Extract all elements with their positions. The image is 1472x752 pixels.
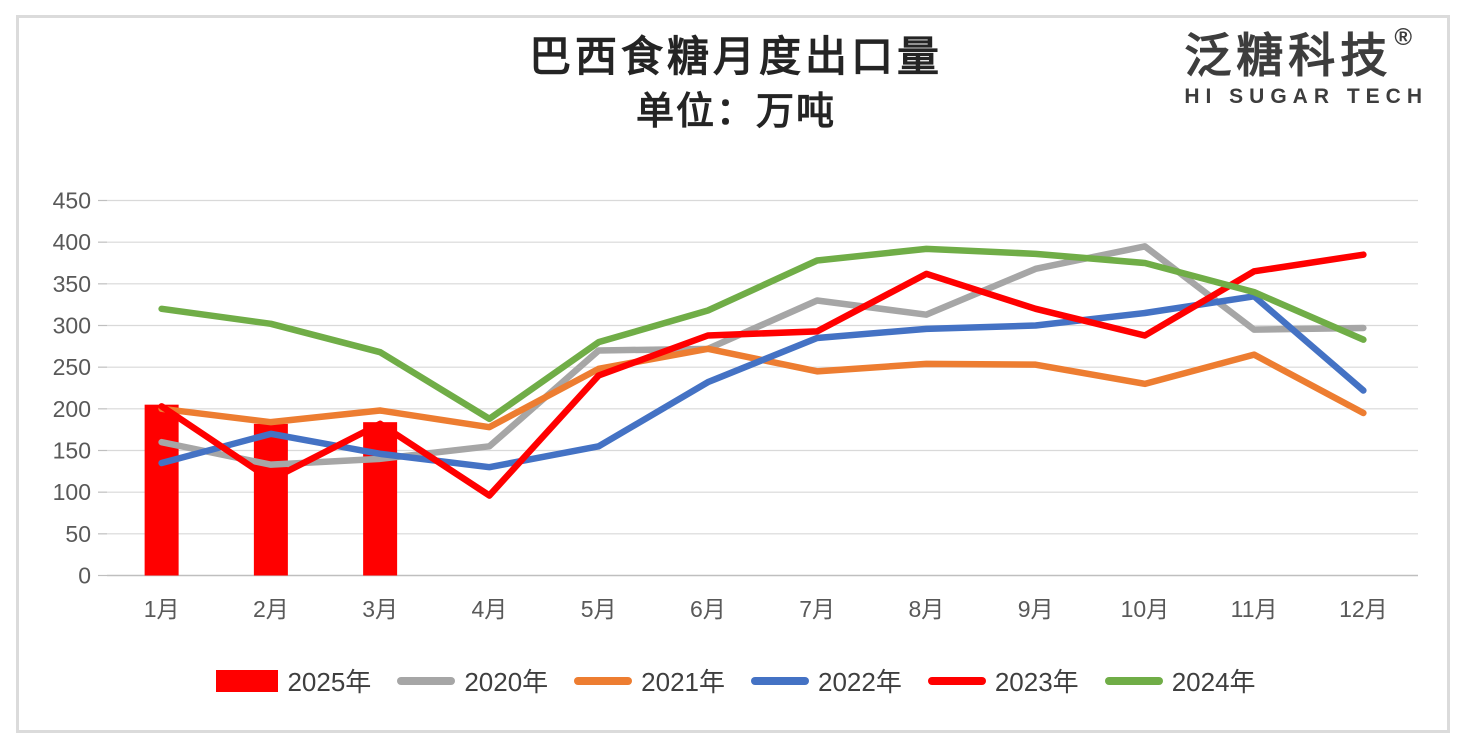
x-axis-label: 3月 [362,596,398,622]
registered-trademark-icon: ® [1394,24,1412,51]
y-axis-label: 50 [65,521,91,547]
x-axis-label: 4月 [471,596,507,622]
chart-legend: 2025年 2020年 2021年 2022年 2023年 2024年 [0,662,1472,699]
legend-swatch-2023年 [927,676,986,685]
y-axis-label: 450 [53,188,91,214]
y-axis-label: 150 [53,438,91,464]
legend-item-2024年: 2024年 [1104,662,1256,699]
x-axis-label: 6月 [690,596,726,622]
series-line-2024年 [158,245,1367,423]
bar-2025年-3月 [363,422,398,576]
y-axis-label: 300 [53,313,91,339]
bar-2025年-2月 [253,423,288,576]
series-line-2023年 [158,251,1367,499]
bar-2025年-1月 [144,404,179,576]
x-axis-label: 1月 [144,596,180,622]
legend-item-2023年: 2023年 [927,662,1079,699]
y-axis-label: 100 [53,479,91,505]
legend-swatch-2020年 [397,676,456,685]
y-axis-label: 400 [53,229,91,255]
series-line-2022年 [158,293,1367,471]
x-axis-label: 2月 [253,596,289,622]
chart-title-block: 巴西食糖月度出口量 单位：万吨 [0,32,1472,136]
brand-logo-en-text: HI SUGAR TECH [1184,85,1428,108]
legend-swatch-2022年 [751,676,809,685]
legend-item-2020年: 2020年 [397,662,548,699]
x-axis-label: 11月 [1231,596,1278,622]
brand-logo: 泛糖科技 ® HI SUGAR TECH [1184,26,1428,108]
y-axis-label: 0 [78,563,91,589]
legend-item-2021年: 2021年 [574,662,725,699]
legend-label: 2023年 [994,667,1079,697]
legend-label: 2025年 [287,667,372,697]
x-axis-label: 12月 [1339,596,1388,622]
x-axis-label: 8月 [908,596,944,622]
chart-title: 巴西食糖月度出口量 [528,35,943,81]
x-axis-label: 9月 [1018,596,1054,622]
legend-label: 2024年 [1171,667,1256,697]
legend-item-2022年: 2022年 [751,662,902,699]
legend-item-2025年: 2025年 [216,662,371,699]
chart-unit-subtitle: 单位：万吨 [635,90,836,133]
legend-label: 2022年 [818,667,902,697]
brand-logo-cn-text: 泛糖科技 [1184,29,1393,82]
legend-label: 2021年 [641,667,725,697]
y-axis-label: 350 [53,271,91,297]
x-axis-label: 7月 [799,596,835,622]
x-axis-label: 5月 [581,596,617,622]
legend-label: 2020年 [464,667,549,697]
y-axis-label: 250 [53,354,91,380]
series-line-2020年 [158,243,1367,468]
legend-swatch-2024年 [1104,676,1163,685]
legend-swatch-2025年 [216,669,279,692]
x-axis-label: 10月 [1121,596,1170,622]
legend-swatch-2021年 [574,676,633,685]
y-axis-label: 200 [53,396,91,422]
